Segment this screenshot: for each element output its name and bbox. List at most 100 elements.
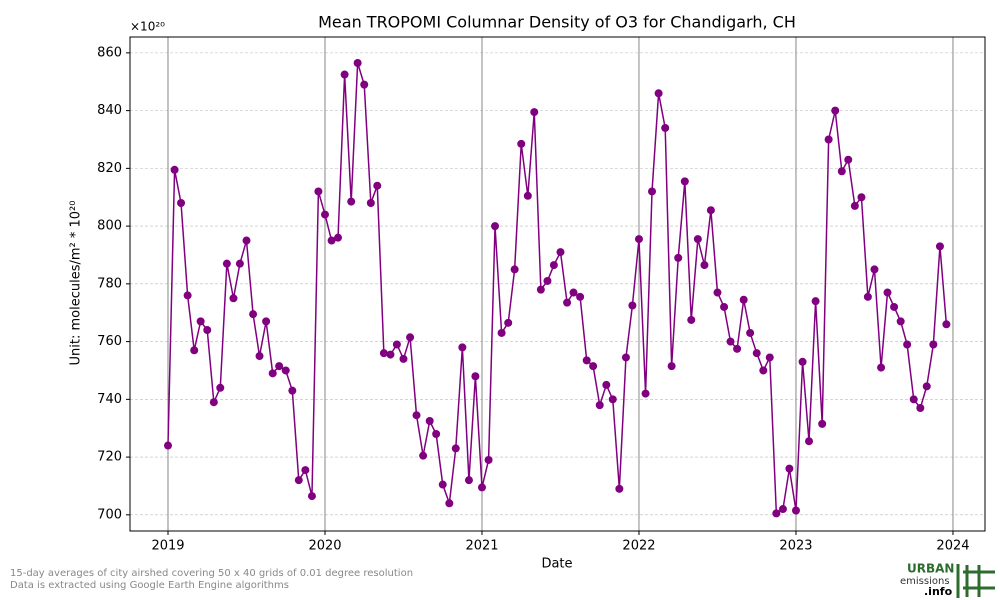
point bbox=[379, 349, 388, 358]
y-tick-label: 800 bbox=[97, 219, 122, 234]
point bbox=[916, 404, 925, 413]
point bbox=[170, 165, 179, 174]
point bbox=[877, 363, 886, 372]
point bbox=[307, 492, 316, 501]
point bbox=[504, 318, 513, 327]
point bbox=[674, 253, 683, 262]
point bbox=[569, 288, 578, 297]
point bbox=[360, 80, 369, 89]
y-axis-label: Unit: molecules/m² * 10²⁰ bbox=[69, 201, 84, 366]
point bbox=[720, 302, 729, 311]
y-tick-label: 700 bbox=[97, 507, 122, 522]
point bbox=[765, 353, 774, 362]
point bbox=[549, 261, 558, 270]
point bbox=[661, 123, 670, 132]
footnote: Data is extracted using Google Earth Eng… bbox=[10, 580, 289, 591]
point bbox=[386, 350, 395, 359]
logo-text: URBAN bbox=[907, 562, 954, 576]
point bbox=[863, 292, 872, 301]
point bbox=[406, 333, 415, 342]
point bbox=[726, 337, 735, 346]
point bbox=[890, 302, 899, 311]
point bbox=[314, 187, 323, 196]
point bbox=[235, 259, 244, 268]
point bbox=[935, 242, 944, 251]
point bbox=[190, 346, 199, 355]
point bbox=[778, 505, 787, 514]
point bbox=[275, 362, 284, 371]
point bbox=[680, 177, 689, 186]
point bbox=[320, 210, 329, 219]
point bbox=[929, 340, 938, 349]
point bbox=[177, 199, 186, 208]
point bbox=[497, 328, 506, 337]
point bbox=[798, 357, 807, 366]
y-tick-label: 820 bbox=[97, 161, 122, 176]
point bbox=[399, 354, 408, 363]
point bbox=[942, 320, 951, 329]
point bbox=[608, 395, 617, 404]
point bbox=[641, 389, 650, 398]
point bbox=[255, 352, 264, 361]
point bbox=[805, 437, 814, 446]
point bbox=[334, 233, 343, 242]
footnote: 15-day averages of city airshed covering… bbox=[10, 568, 413, 579]
point bbox=[785, 464, 794, 473]
x-axis-label: Date bbox=[541, 557, 572, 572]
point bbox=[759, 366, 768, 375]
point bbox=[464, 476, 473, 485]
x-tick-label: 2023 bbox=[779, 539, 812, 554]
point bbox=[392, 340, 401, 349]
point bbox=[222, 259, 231, 268]
point bbox=[667, 362, 676, 371]
point bbox=[543, 276, 552, 285]
point bbox=[523, 191, 532, 200]
point bbox=[216, 383, 225, 392]
point bbox=[183, 291, 192, 300]
y-tick-label: 720 bbox=[97, 450, 122, 465]
point bbox=[294, 476, 303, 485]
point bbox=[262, 317, 271, 326]
point bbox=[621, 353, 630, 362]
y-tick-label: 860 bbox=[97, 45, 122, 60]
x-tick-label: 2020 bbox=[308, 539, 341, 554]
x-tick-label: 2024 bbox=[936, 539, 969, 554]
point bbox=[432, 429, 441, 438]
plot-frame bbox=[129, 36, 986, 532]
point bbox=[412, 411, 421, 420]
point bbox=[922, 382, 931, 391]
point bbox=[203, 326, 212, 335]
point bbox=[595, 401, 604, 410]
point bbox=[818, 419, 827, 428]
point bbox=[700, 261, 709, 270]
point bbox=[536, 285, 545, 294]
point bbox=[739, 295, 748, 304]
point bbox=[229, 294, 238, 303]
point bbox=[242, 236, 251, 245]
point bbox=[530, 108, 539, 117]
point bbox=[896, 317, 905, 326]
point bbox=[281, 366, 290, 375]
point bbox=[438, 480, 447, 489]
point bbox=[772, 509, 781, 518]
point bbox=[582, 356, 591, 365]
point bbox=[347, 197, 356, 206]
logo-text: emissions bbox=[900, 576, 950, 587]
point bbox=[602, 380, 611, 389]
x-tick-label: 2022 bbox=[622, 539, 655, 554]
point bbox=[706, 206, 715, 215]
point bbox=[353, 58, 362, 67]
point bbox=[837, 167, 846, 176]
point bbox=[883, 288, 892, 297]
point bbox=[425, 416, 434, 425]
y-tick-label: 740 bbox=[97, 392, 122, 407]
point bbox=[563, 298, 572, 307]
point bbox=[445, 499, 454, 508]
point bbox=[556, 248, 565, 257]
point bbox=[484, 455, 493, 464]
point bbox=[510, 265, 519, 274]
x-tick-label: 2021 bbox=[465, 539, 498, 554]
point bbox=[288, 386, 297, 395]
point bbox=[576, 292, 585, 301]
